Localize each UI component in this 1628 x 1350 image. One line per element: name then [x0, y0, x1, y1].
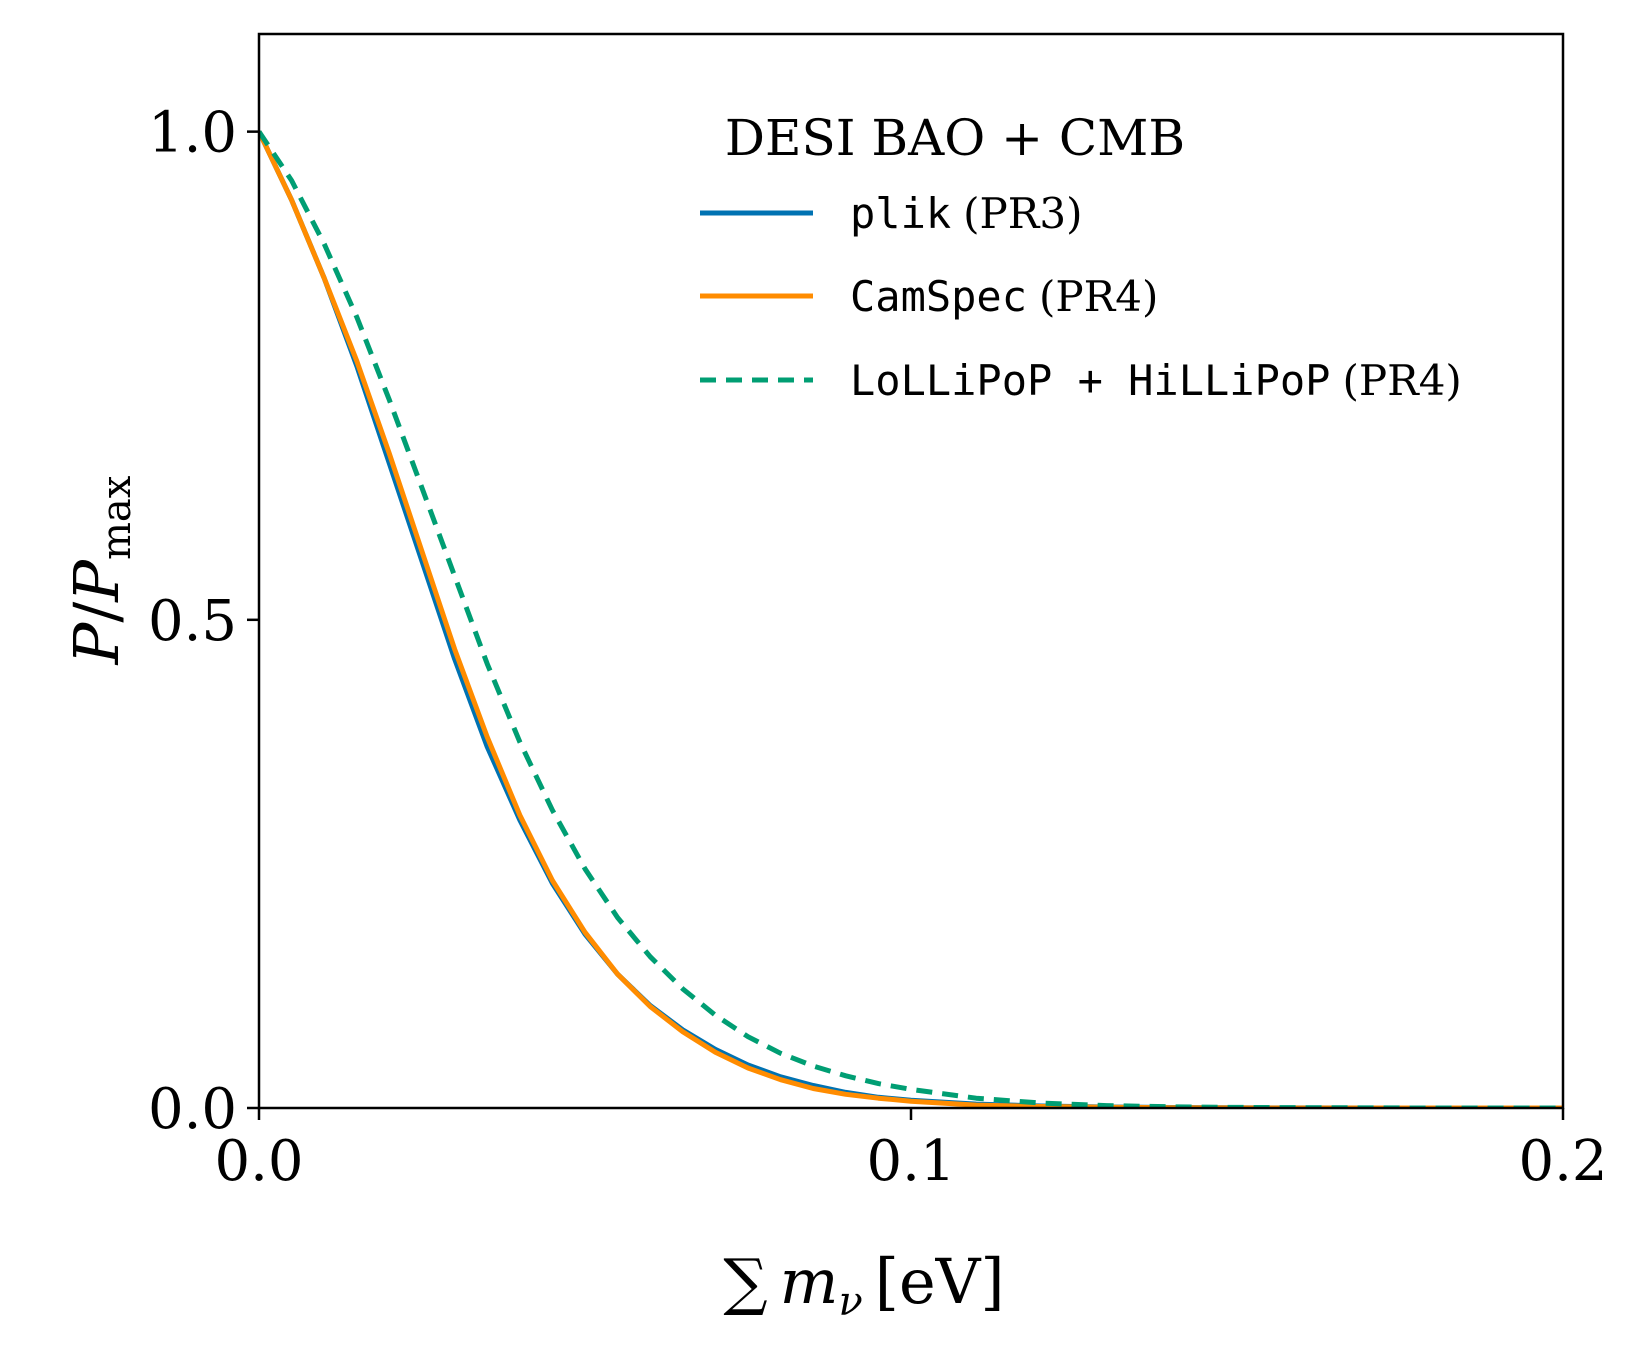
x-tick-label: 0.2: [1518, 1129, 1607, 1194]
y-tick-label: 1.0: [148, 101, 237, 166]
x-axis-label-unit: [eV]: [875, 1245, 1005, 1318]
y-axis-label-den-sub: max: [94, 475, 140, 560]
legend-title: DESI BAO + CMB: [725, 109, 1185, 167]
x-tick-label: 0.0: [214, 1129, 303, 1194]
legend-entry-camspec: CamSpec (PR4): [700, 272, 1158, 321]
y-tick-label: 0.5: [148, 589, 237, 654]
x-axis-label: ∑ mν [eV]: [723, 1245, 1004, 1325]
y-axis-label-num: P: [60, 621, 133, 665]
legend-suffix-lollipop-hillipop: (PR4): [1342, 356, 1461, 405]
y-axis-label-den: P: [60, 559, 133, 603]
legend-entry-lollipop-hillipop: LoLLiPoP + HiLLiPoP (PR4): [700, 356, 1462, 405]
x-axis-label-var: m: [780, 1245, 839, 1318]
legend-entry-plik: plik (PR3): [700, 189, 1083, 238]
legend-code-plik: plik: [850, 189, 951, 238]
legend-label-plik: plik (PR3): [850, 189, 1083, 238]
legend: DESI BAO + CMB plik (PR3) CamSpec (PR4) Lo…: [700, 109, 1462, 405]
series-line-2: [259, 130, 1563, 1108]
legend-code-lollipop-hillipop: LoLLiPoP + HiLLiPoP: [850, 356, 1330, 405]
legend-suffix-plik: (PR3): [963, 189, 1082, 238]
legend-code-camspec: CamSpec: [850, 272, 1027, 321]
x-axis-label-sum: ∑: [723, 1245, 767, 1318]
legend-suffix-camspec: (PR4): [1039, 272, 1158, 321]
legend-label-camspec: CamSpec (PR4): [850, 272, 1158, 321]
y-tick-label: 0.0: [148, 1077, 237, 1142]
y-axis: 0.0 0.5 1.0: [148, 101, 259, 1142]
x-tick-label: 0.1: [866, 1129, 955, 1194]
y-axis-label: P/Pmax: [60, 475, 140, 665]
x-axis-label-sub: ν: [838, 1279, 862, 1325]
legend-label-lollipop-hillipop: LoLLiPoP + HiLLiPoP (PR4): [850, 356, 1462, 405]
x-axis: 0.0 0.1 0.2: [214, 1108, 1608, 1194]
